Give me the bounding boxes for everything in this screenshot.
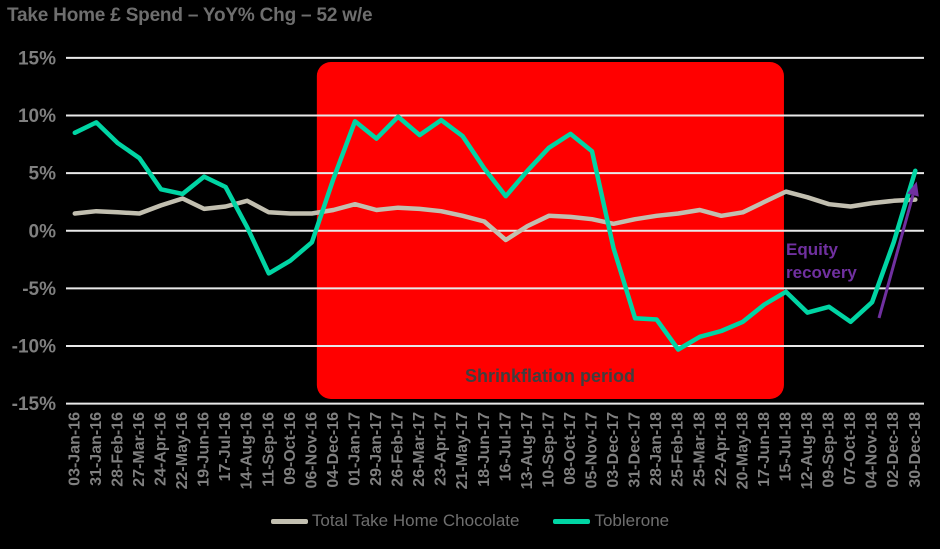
legend-label-toblerone: Toblerone bbox=[594, 511, 670, 530]
equity-recovery-annotation: Equity recovery bbox=[786, 240, 857, 282]
x-axis-label: 31-Dec-17 bbox=[627, 412, 644, 488]
x-axis-label: 29-Jan-17 bbox=[368, 412, 385, 486]
x-axis-label: 09-Oct-16 bbox=[282, 412, 299, 485]
shrinkflation-period-label: Shrinkflation period bbox=[464, 366, 635, 386]
x-axis-label: 02-Dec-18 bbox=[885, 412, 902, 488]
legend-label-total-take-home-chocolate: Total Take Home Chocolate bbox=[311, 511, 520, 530]
equity-recovery-arrow bbox=[877, 194, 915, 319]
equity-recovery-arrowhead bbox=[907, 181, 919, 197]
legend-item-total-take-home-chocolate: Total Take Home Chocolate bbox=[270, 511, 520, 531]
x-axis-label: 28-Feb-16 bbox=[109, 412, 126, 487]
x-axis-label: 24-Apr-16 bbox=[153, 412, 170, 486]
x-axis-label: 28-Jan-18 bbox=[648, 412, 665, 486]
x-axis-label: 13-Aug-17 bbox=[519, 412, 536, 489]
x-axis-label: 07-Oct-18 bbox=[842, 412, 859, 485]
x-axis-label: 06-Nov-16 bbox=[303, 412, 320, 489]
x-axis-label: 31-Jan-16 bbox=[88, 412, 105, 486]
chart-title: Take Home £ Spend – YoY% Chg – 52 w/e bbox=[7, 5, 373, 26]
x-axis-label: 08-Oct-17 bbox=[562, 412, 579, 485]
x-axis-label: 18-Jun-17 bbox=[476, 412, 493, 487]
legend-swatch-total-take-home-chocolate bbox=[270, 518, 308, 524]
y-axis-label: 15% bbox=[18, 48, 56, 69]
x-axis-label: 05-Nov-17 bbox=[584, 412, 601, 489]
x-axis-label: 30-Dec-18 bbox=[907, 412, 924, 488]
y-axis-label: -10% bbox=[12, 337, 56, 358]
y-axis-label: -15% bbox=[12, 394, 56, 415]
x-axis-label: 16-Jul-17 bbox=[497, 412, 514, 481]
x-axis-label: 26-Mar-17 bbox=[411, 412, 428, 487]
x-axis-label: 04-Dec-16 bbox=[325, 412, 342, 488]
x-axis-label: 26-Feb-17 bbox=[390, 412, 407, 487]
x-axis-label: 27-Mar-16 bbox=[131, 412, 148, 487]
x-axis-label: 25-Mar-18 bbox=[691, 412, 708, 487]
y-axis-label: -5% bbox=[22, 279, 56, 300]
x-axis-label: 25-Feb-18 bbox=[670, 412, 687, 487]
x-axis-label: 03-Dec-17 bbox=[605, 412, 622, 488]
x-axis-label: 15-Jul-18 bbox=[777, 412, 794, 481]
legend-item-toblerone: Toblerone bbox=[553, 511, 669, 531]
x-axis-label: 12-Aug-18 bbox=[799, 412, 816, 489]
series-line-total-take-home-chocolate bbox=[72, 189, 918, 243]
x-axis-label: 10-Sep-17 bbox=[540, 412, 557, 488]
y-axis-label: 5% bbox=[29, 164, 57, 185]
legend-swatch-toblerone bbox=[553, 518, 591, 524]
x-axis-label: 20-May-18 bbox=[734, 412, 751, 489]
x-axis-label: 19-Jun-16 bbox=[196, 412, 213, 487]
x-axis-label: 21-May-17 bbox=[454, 412, 471, 489]
legend: Total Take Home Chocolate Toblerone bbox=[0, 511, 940, 531]
x-axis-label: 01-Jan-17 bbox=[346, 412, 363, 486]
y-axis-label: 0% bbox=[29, 221, 57, 242]
y-axis-label: 10% bbox=[18, 106, 56, 127]
series-line-toblerone bbox=[72, 114, 918, 352]
x-axis-label: 04-Nov-18 bbox=[864, 412, 881, 489]
x-axis-label: 14-Aug-16 bbox=[239, 412, 256, 489]
x-axis-label: 11-Sep-16 bbox=[260, 412, 277, 487]
x-axis-label: 03-Jan-16 bbox=[66, 412, 83, 486]
x-axis-label: 22-May-16 bbox=[174, 412, 191, 489]
x-axis-label: 23-Apr-17 bbox=[433, 412, 450, 486]
x-axis-label: 09-Sep-18 bbox=[821, 412, 838, 488]
x-axis-label: 17-Jun-18 bbox=[756, 412, 773, 487]
x-axis-label: 22-Apr-18 bbox=[713, 412, 730, 486]
x-axis-label: 17-Jul-16 bbox=[217, 412, 234, 481]
